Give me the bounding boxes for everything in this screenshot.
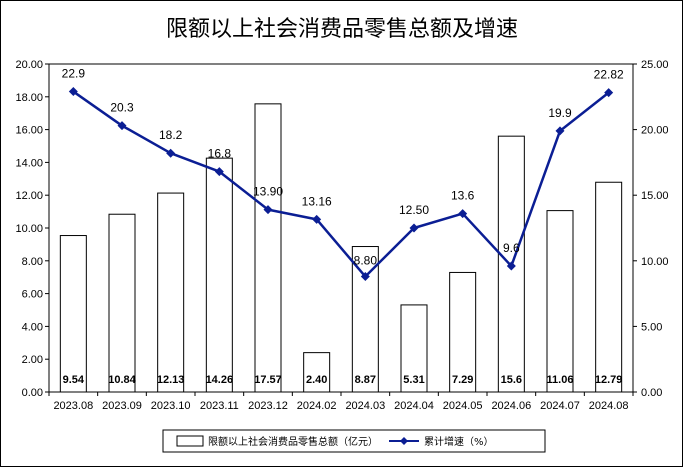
- growth-value-label: 22.9: [62, 67, 86, 81]
- bar: [205, 157, 233, 393]
- x-axis-tick-label: 2024.05: [443, 400, 483, 412]
- growth-value-label: 19.9: [548, 106, 572, 120]
- x-axis-tick-label: 2024.03: [345, 400, 385, 412]
- growth-value-label: 8.80: [354, 254, 378, 268]
- legend-box: [162, 429, 546, 453]
- bar-value-label: 9.54: [63, 374, 85, 386]
- left-axis-tick-label: 6.00: [22, 289, 43, 301]
- bar: [254, 103, 282, 393]
- bar-value-label: 12.79: [595, 374, 623, 386]
- bar-value-label: 7.29: [452, 374, 473, 386]
- left-axis-tick-label: 8.00: [22, 256, 43, 268]
- x-axis-tick-label: 2023.09: [102, 400, 142, 412]
- growth-value-label: 13.6: [451, 189, 475, 203]
- growth-value-label: 13.90: [253, 185, 283, 199]
- growth-point: [68, 87, 78, 97]
- plot-border: [48, 63, 634, 393]
- right-axis-tick-label: 15.00: [641, 190, 669, 202]
- x-axis-tick-label: 2024.07: [540, 400, 580, 412]
- legend-bar-swatch: [176, 435, 204, 447]
- growth-point: [214, 167, 224, 177]
- x-axis-tick-label: 2024.08: [589, 400, 629, 412]
- growth-point: [458, 209, 468, 219]
- growth-point: [312, 214, 322, 224]
- right-axis-tick-label: 25.00: [641, 59, 669, 71]
- bar: [157, 192, 185, 393]
- x-axis-tick-label: 2024.06: [491, 400, 531, 412]
- growth-line: [72, 90, 610, 278]
- growth-point: [117, 121, 127, 131]
- growth-point: [409, 223, 419, 233]
- legend: 限额以上社会消费品零售总额（亿元） 累计增速（%）: [162, 429, 546, 453]
- x-axis-tick-label: 2024.02: [297, 400, 337, 412]
- growth-value-label: 16.8: [208, 147, 232, 161]
- right-axis-tick-label: 10.00: [641, 256, 669, 268]
- growth-value-label: 9.6: [503, 241, 520, 255]
- bar: [546, 210, 574, 393]
- growth-point: [555, 126, 565, 136]
- right-axis-tick-label: 20.00: [641, 125, 669, 137]
- growth-point: [604, 88, 614, 98]
- plot-area: 0.00 2.00 4.00 6.00 8.00 10.00 12.00 14.00 16.00…: [15, 59, 668, 412]
- left-axis-tick-label: 10.00: [15, 223, 43, 235]
- bar: [303, 352, 331, 393]
- left-axis-tick-label: 14.00: [15, 157, 43, 169]
- bar: [108, 213, 136, 393]
- growth-point: [166, 148, 176, 158]
- left-axis-tick-label: 0.00: [22, 387, 43, 399]
- legend-bar-label: 限额以上社会消费品零售总额（亿元）: [208, 435, 378, 448]
- bar: [595, 181, 623, 393]
- growth-point: [506, 261, 516, 271]
- growth-point: [360, 272, 370, 282]
- left-axis-tick-label: 20.00: [15, 59, 43, 71]
- growth-point: [263, 205, 273, 215]
- bar: [497, 135, 525, 393]
- bar-value-label: 17.57: [254, 374, 282, 386]
- right-axis-tick-label: 0.00: [641, 387, 662, 399]
- bar: [400, 304, 428, 393]
- right-axis-tick-label: 5.00: [641, 321, 662, 333]
- x-axis-tick-label: 2024.04: [394, 400, 434, 412]
- x-axis-tick-label: 2023.08: [53, 400, 93, 412]
- growth-value-label: 12.50: [399, 203, 429, 217]
- bar: [449, 271, 477, 393]
- bar-value-label: 10.84: [108, 374, 136, 386]
- legend-line-marker: [400, 437, 408, 445]
- left-axis-tick-label: 2.00: [22, 354, 43, 366]
- growth-value-label: 22.82: [594, 68, 624, 82]
- left-axis-tick-label: 18.00: [15, 92, 43, 104]
- left-axis-tick-label: 16.00: [15, 125, 43, 137]
- left-axis-tick-label: 4.00: [22, 321, 43, 333]
- growth-value-label: 13.16: [302, 194, 332, 208]
- bar-value-label: 2.40: [306, 374, 327, 386]
- legend-line-label: 累计增速（%）: [424, 435, 494, 448]
- left-axis-tick-label: 12.00: [15, 190, 43, 202]
- growth-value-label: 20.3: [110, 101, 134, 115]
- bar: [351, 246, 379, 393]
- x-axis-tick-label: 2023.12: [248, 400, 288, 412]
- growth-value-label: 18.2: [159, 128, 183, 142]
- x-axis-tick-label: 2023.10: [151, 400, 191, 412]
- bar-value-label: 11.06: [547, 374, 574, 386]
- bar-value-label: 8.87: [355, 374, 376, 386]
- bar: [59, 235, 87, 393]
- bar-value-label: 14.26: [206, 374, 234, 386]
- chart-title: 限额以上社会消费品零售总额及增速: [166, 17, 518, 42]
- x-axis-tick-label: 2023.11: [200, 400, 239, 412]
- bar-value-label: 15.6: [501, 374, 522, 386]
- bar-value-label: 5.31: [403, 374, 424, 386]
- bar-value-label: 12.13: [157, 374, 185, 386]
